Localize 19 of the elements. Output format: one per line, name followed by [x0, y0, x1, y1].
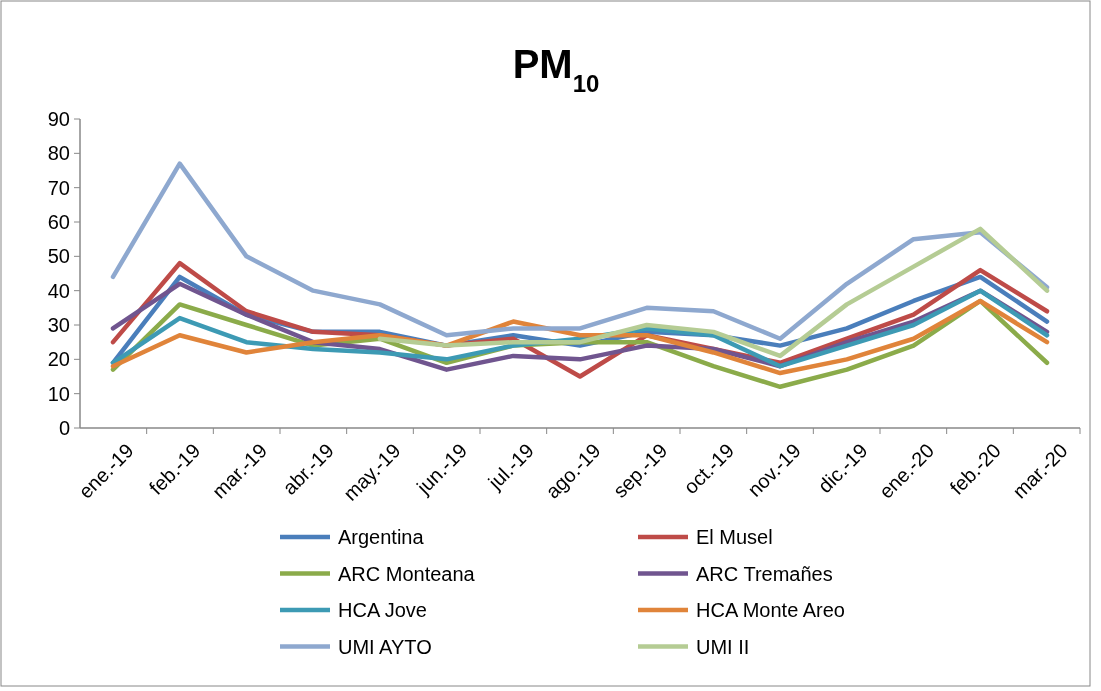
chart-title: PM$_{10}$: [512, 42, 600, 97]
y-tick-label: 80: [47, 142, 70, 165]
y-tick-label: 70: [47, 176, 70, 199]
legend-label: El Musel: [696, 526, 773, 548]
legend-label: HCA Jove: [338, 599, 427, 621]
legend-label: Argentina: [338, 526, 425, 548]
y-tick-label: 50: [47, 245, 70, 268]
y-tick-label: 10: [47, 382, 70, 405]
y-tick-label: 60: [47, 211, 70, 233]
y-tick-label: 90: [47, 108, 70, 130]
legend-label: UMI AYTO: [338, 635, 432, 658]
legend-label: ARC Monteana: [338, 562, 476, 585]
y-tick-label: 0: [58, 417, 70, 439]
y-tick-label: 20: [47, 348, 70, 371]
y-tick-label: 40: [47, 279, 70, 302]
legend-label: HCA Monte Areo: [696, 599, 845, 621]
legend-label: ARC Tremañes: [696, 562, 833, 585]
legend-label: UMI II: [696, 635, 750, 658]
y-tick-label: 30: [47, 314, 70, 336]
